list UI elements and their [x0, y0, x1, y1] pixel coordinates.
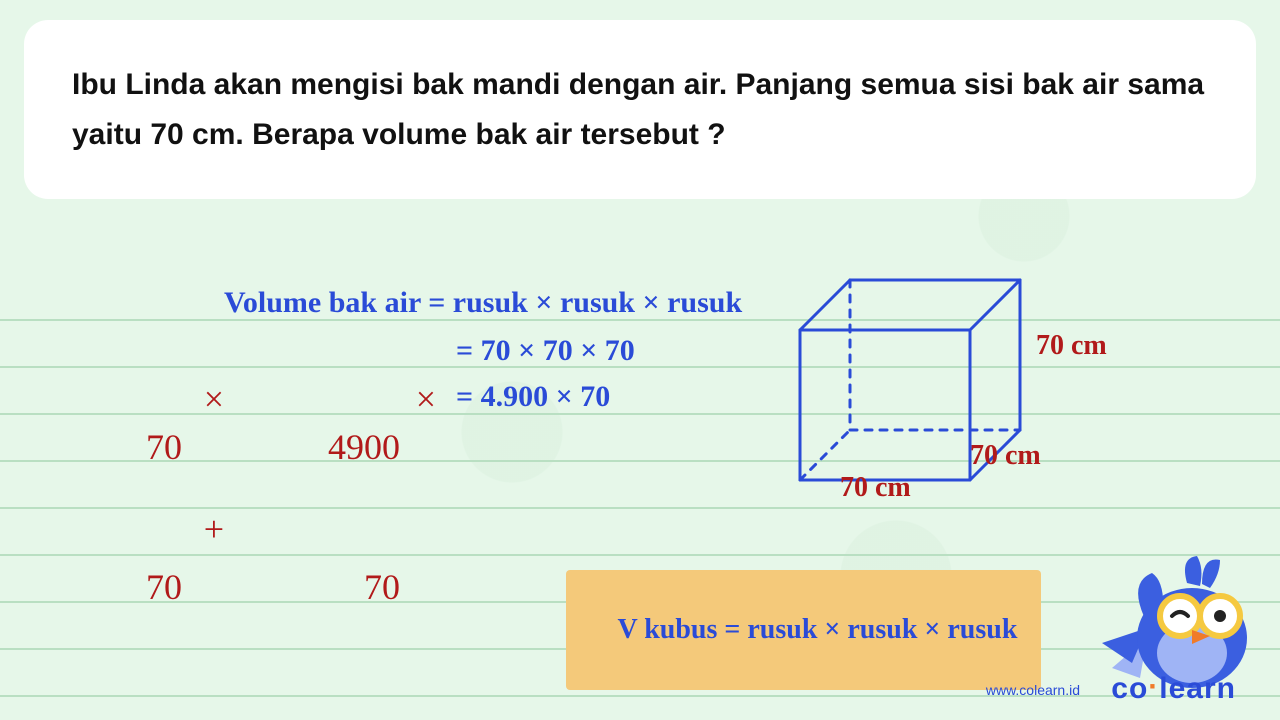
- multiplication-70x70: 70 70 × 00 490 + 4900: [72, 330, 182, 720]
- cube-label-right: 70 cm: [1036, 330, 1107, 362]
- calc2-op-mult: ×: [416, 376, 436, 423]
- website-url: www.colearn.id: [986, 682, 1080, 698]
- calc1-b: 70: [72, 564, 182, 611]
- brand-logo: co·learn: [1111, 672, 1236, 706]
- question-card: Ibu Linda akan mengisi bak mandi dengan …: [24, 20, 1256, 199]
- calc1-a: 70: [72, 424, 182, 471]
- brand-dot-icon: ·: [1148, 670, 1159, 703]
- formula-hint-box: V kubus = rusuk × rusuk × rusuk: [566, 570, 1041, 690]
- multiplication-4900x70: 4900 70 × 0: [270, 330, 400, 720]
- formula-hint-text: V kubus = rusuk × rusuk × rusuk: [618, 614, 1018, 645]
- cube-label-bottom: 70 cm: [840, 472, 911, 504]
- cube-label-front: 70 cm: [970, 440, 1041, 472]
- calc1-op-mult: ×: [204, 376, 224, 423]
- question-text: Ibu Linda akan mengisi bak mandi dengan …: [72, 68, 1204, 151]
- brand-part-a: co: [1111, 672, 1148, 705]
- calc2-a: 4900: [270, 424, 400, 471]
- calc2-b: 70: [270, 564, 400, 611]
- brand-part-b: learn: [1159, 672, 1236, 705]
- volume-formula: Volume bak air = rusuk × rusuk × rusuk: [224, 286, 742, 320]
- calc-step-1: = 70 × 70 × 70: [456, 334, 635, 368]
- lined-paper-area: Volume bak air = rusuk × rusuk × rusuk =…: [0, 260, 1280, 720]
- calc-step-2: = 4.900 × 70: [456, 380, 610, 414]
- calc1-op-plus: +: [204, 506, 224, 553]
